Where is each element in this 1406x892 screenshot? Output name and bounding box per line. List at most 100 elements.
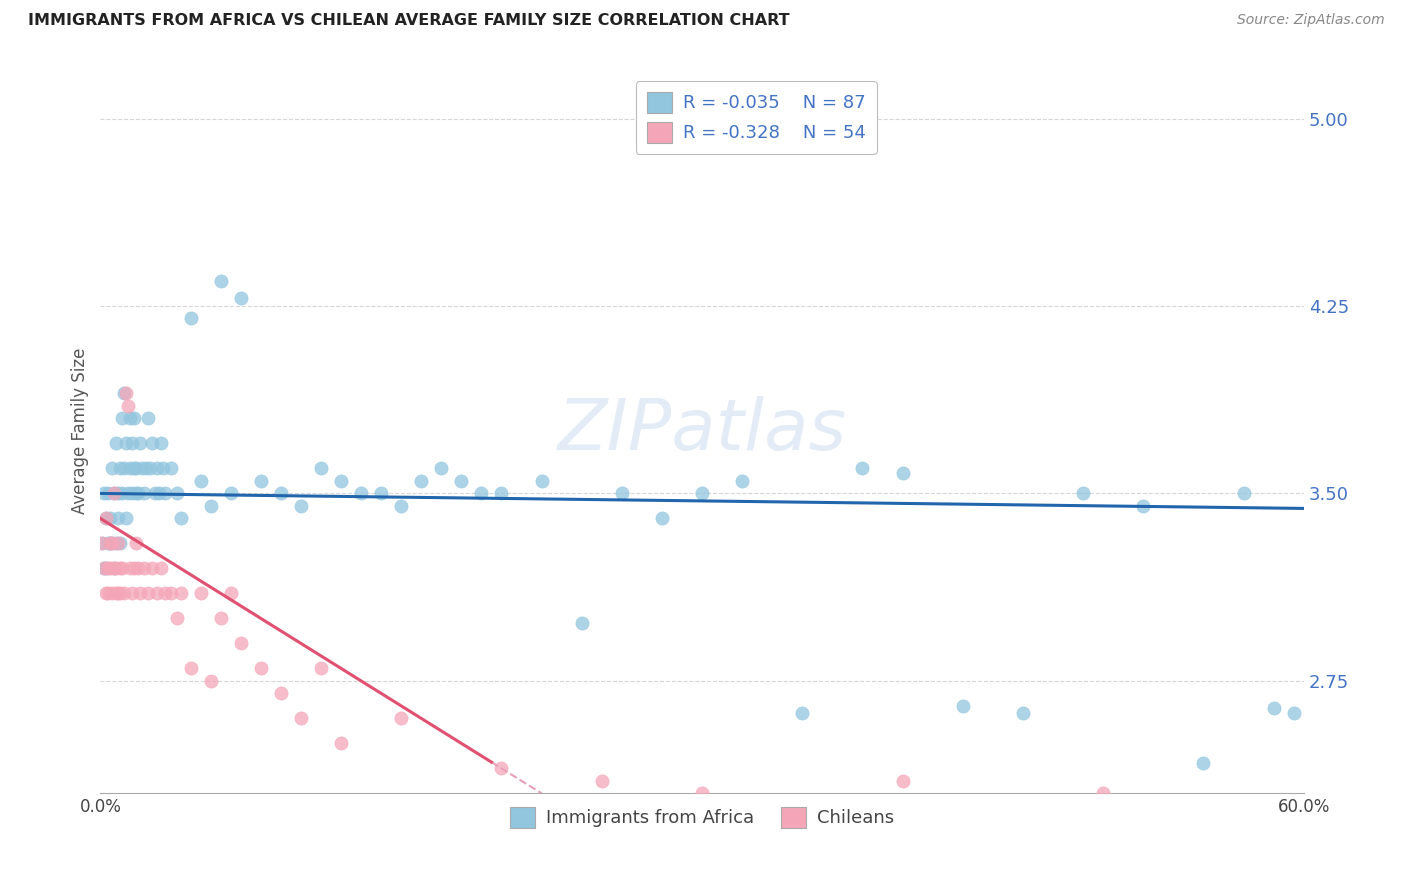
Point (370, 486, 392, 500)
Point (169, 586, 191, 600)
Point (143, 486, 166, 500)
Point (411, 474, 433, 488)
Point (159, 461, 181, 475)
Point (330, 474, 353, 488)
Point (209, 611, 232, 625)
Point (120, 411, 142, 425)
Point (149, 436, 172, 450)
Point (200, 673, 222, 688)
Point (103, 486, 125, 500)
Point (103, 486, 125, 500)
Point (100, 511, 122, 525)
Point (731, 474, 754, 488)
Point (111, 561, 134, 575)
Point (101, 461, 124, 475)
Point (129, 436, 152, 450)
Point (131, 461, 153, 475)
Point (124, 411, 146, 425)
Point (121, 436, 143, 450)
Point (103, 561, 125, 575)
Point (152, 461, 174, 475)
Point (96, 511, 118, 525)
Point (103, 561, 125, 575)
Point (1092, 786, 1115, 800)
Point (591, 773, 613, 788)
Point (1232, 486, 1254, 500)
Text: IMMIGRANTS FROM AFRICA VS CHILEAN AVERAGE FAMILY SIZE CORRELATION CHART: IMMIGRANTS FROM AFRICA VS CHILEAN AVERAG… (28, 13, 790, 29)
Point (105, 536, 128, 550)
Text: ZIPatlas: ZIPatlas (558, 396, 846, 466)
Point (851, 461, 873, 475)
Point (91, 536, 114, 550)
Point (571, 616, 593, 631)
Point (110, 461, 132, 475)
Point (389, 499, 412, 513)
Text: Source: ZipAtlas.com: Source: ZipAtlas.com (1237, 13, 1385, 28)
Point (129, 586, 152, 600)
Point (690, 786, 713, 800)
Point (124, 461, 146, 475)
Point (125, 461, 148, 475)
Point (120, 561, 142, 575)
Point (792, 706, 814, 721)
Point (105, 561, 128, 575)
Point (134, 486, 156, 500)
Point (125, 536, 148, 550)
Point (100, 536, 122, 550)
Point (117, 399, 139, 413)
Point (491, 761, 513, 775)
Point (166, 611, 188, 625)
Point (145, 586, 167, 600)
Point (270, 486, 292, 500)
Point (145, 461, 167, 475)
Point (309, 461, 332, 475)
Point (97, 486, 120, 500)
Point (101, 536, 124, 550)
Point (121, 486, 143, 500)
Point (491, 486, 513, 500)
Point (93, 486, 115, 500)
Point (159, 586, 181, 600)
Point (115, 511, 138, 525)
Point (153, 586, 176, 600)
Point (97, 586, 120, 600)
Point (330, 736, 353, 750)
Point (270, 686, 292, 700)
Point (169, 511, 191, 525)
Point (105, 436, 128, 450)
Point (100, 561, 122, 575)
Legend: Immigrants from Africa, Chileans: Immigrants from Africa, Chileans (502, 800, 901, 835)
Point (229, 636, 252, 650)
Point (249, 661, 271, 675)
Point (219, 486, 242, 500)
Point (309, 661, 332, 675)
Point (690, 486, 713, 500)
Point (107, 536, 129, 550)
Point (138, 411, 160, 425)
Point (127, 561, 149, 575)
Point (530, 474, 553, 488)
Point (111, 411, 134, 425)
Point (141, 561, 163, 575)
Point (117, 486, 139, 500)
Point (107, 511, 129, 525)
Point (350, 486, 373, 500)
Point (153, 486, 176, 500)
Point (101, 536, 124, 550)
Point (430, 461, 453, 475)
Point (190, 474, 212, 488)
Point (166, 486, 188, 500)
Point (112, 461, 135, 475)
Point (96, 511, 118, 525)
Point (125, 486, 148, 500)
Point (110, 536, 132, 550)
Point (107, 486, 129, 500)
Point (112, 386, 135, 401)
Point (107, 586, 129, 600)
Point (610, 486, 633, 500)
Y-axis label: Average Family Size: Average Family Size (72, 348, 89, 514)
Point (290, 711, 312, 725)
Point (249, 474, 271, 488)
Point (190, 586, 212, 600)
Point (115, 386, 138, 401)
